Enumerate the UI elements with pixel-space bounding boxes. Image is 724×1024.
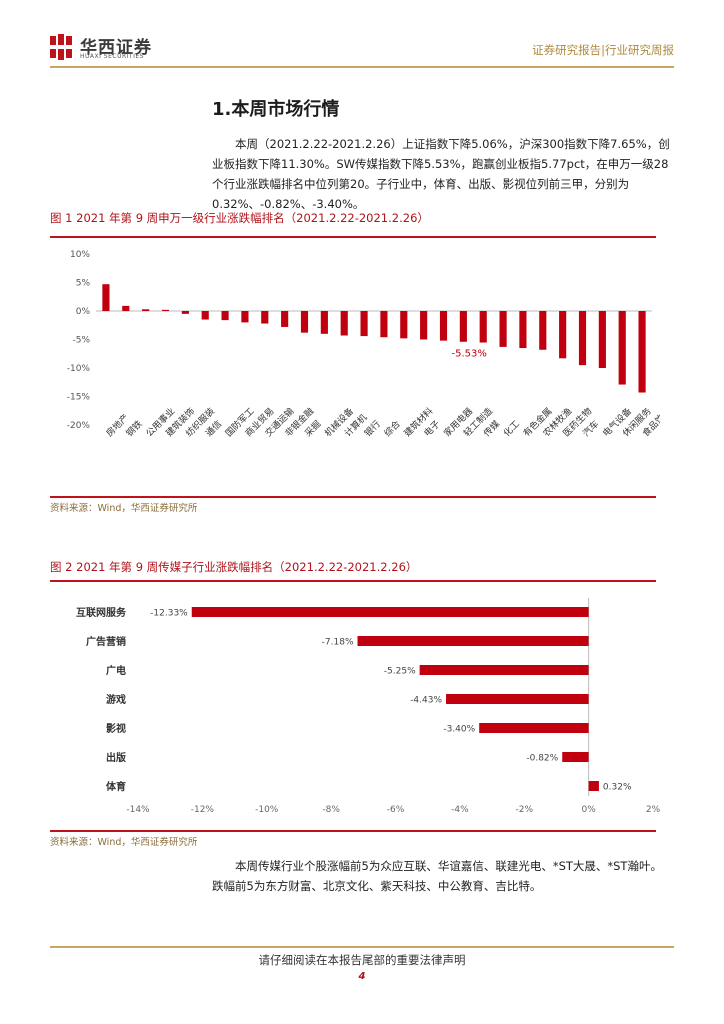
x-tick-label: -10%	[255, 805, 279, 815]
bar-汽车	[578, 311, 587, 366]
category-label: 体育	[106, 780, 126, 793]
bar-纺织服装	[181, 311, 189, 314]
data-label: -4.43%	[410, 696, 442, 706]
category-label: 广电	[106, 664, 126, 677]
data-label: -7.18%	[322, 638, 354, 648]
y-tick-label: -20%	[67, 421, 91, 431]
y-tick-label: 5%	[76, 279, 91, 289]
bar-广告营销	[357, 636, 589, 646]
bar-传媒	[479, 311, 487, 343]
bar-影视	[479, 723, 589, 733]
data-label: -3.40%	[443, 725, 475, 735]
bar-建筑材料	[400, 311, 408, 339]
data-label: -12.33%	[150, 609, 188, 619]
bar-交通运输	[261, 311, 269, 324]
section-title: 1.本周市场行情	[212, 99, 340, 120]
bar-广电	[419, 665, 589, 675]
figure1-bottom-rule	[50, 496, 656, 498]
data-label: -0.82%	[526, 754, 558, 764]
category-label: 互联网服务	[76, 606, 127, 619]
market-summary-paragraph: 本周（2021.2.22-2021.2.26）上证指数下降5.06%，沪深300…	[212, 137, 670, 211]
huaxi-logo-icon	[50, 34, 72, 60]
stock-movers-paragraph: 本周传媒行业个股涨幅前5为众应互联、华谊嘉信、联建光电、*ST大晟、*ST瀚叶。…	[212, 859, 662, 893]
bar-综合	[380, 311, 388, 338]
bar-房地产	[102, 284, 110, 311]
report-type-label: 证券研究报告|行业研究周报	[532, 43, 674, 57]
bar-计算机	[340, 311, 348, 336]
logo-text-cn: 华西证券	[80, 38, 152, 58]
figure2-top-rule	[50, 580, 656, 582]
figure2-source: 资料来源：Wind，华西证券研究所	[50, 837, 198, 848]
bar-化工	[499, 311, 507, 347]
media-subindustry-chart: 互联网服务 -12.33% 广告营销 -7.18% 广电 -5.25% 游戏 -4.43% 影视…	[76, 598, 660, 815]
bar-国防军工	[221, 311, 229, 321]
bar-出版	[562, 752, 589, 762]
x-tick-label: -12%	[191, 805, 215, 815]
bar-农林牧渔	[539, 311, 547, 350]
bar-采掘	[300, 311, 309, 333]
category-label: 广告营销	[86, 635, 126, 648]
y-tick-label: -10%	[67, 364, 91, 374]
data-label: 0.32%	[603, 783, 632, 793]
bar-电气设备	[598, 311, 606, 368]
y-tick-label: 10%	[70, 250, 90, 260]
y-tick-label: -5%	[72, 336, 90, 346]
bar-机械设备	[320, 311, 328, 334]
bar-钢铁	[122, 305, 130, 311]
category-label: 出版	[106, 751, 126, 764]
x-tick-label: -4%	[451, 805, 469, 815]
bar-非银金融	[281, 311, 289, 327]
x-tick-label: -14%	[126, 805, 150, 815]
footer-divider	[50, 946, 674, 948]
figure2-bottom-rule	[50, 830, 656, 832]
bar-银行	[360, 311, 368, 337]
bar-商业贸易	[241, 311, 249, 323]
figure1-source: 资料来源：Wind，华西证券研究所	[50, 503, 198, 514]
x-tick-label: -8%	[322, 805, 340, 815]
bar-轻工制造	[459, 311, 467, 342]
x-tick-label: 2%	[646, 805, 660, 815]
header-divider	[50, 66, 674, 68]
bar-通信	[201, 311, 209, 320]
x-tick-label: -6%	[387, 805, 405, 815]
bar-互联网服务	[191, 607, 589, 617]
figure2-title: 图 2 2021 年第 9 周传媒子行业涨跌幅排名（2021.2.22-2021…	[50, 560, 418, 574]
page-number: 4	[358, 971, 366, 982]
bar-家用电器	[439, 311, 448, 341]
y-tick-label: 0%	[76, 307, 91, 317]
logo-text-en: HUAXI SECURITIES	[80, 53, 144, 60]
y-tick-label: -15%	[67, 393, 91, 403]
figure1-top-rule	[50, 236, 656, 238]
category-label: 化工	[501, 418, 522, 439]
bar-建筑装饰	[161, 309, 170, 311]
x-tick-label: -2%	[515, 805, 533, 815]
bar-公用事业	[142, 309, 150, 311]
bar-游戏	[446, 694, 589, 704]
category-label: 影视	[106, 722, 126, 735]
bar-体育	[588, 781, 599, 791]
category-label: 游戏	[106, 693, 126, 706]
bar-休闲服务	[618, 311, 626, 385]
bar-医药生物	[559, 311, 567, 359]
category-label: 综合	[382, 418, 403, 439]
bar-电子	[420, 311, 428, 340]
legal-notice: 请仔细阅读在本报告尾部的重要法律声明	[258, 953, 466, 967]
bar-食品饮料	[638, 311, 646, 393]
data-label: -5.25%	[384, 667, 416, 677]
bar-有色金属	[519, 311, 527, 349]
x-tick-label: 0%	[581, 805, 596, 815]
figure1-title: 图 1 2021 年第 9 周申万一级行业涨跌幅排名（2021.2.22-202…	[50, 211, 429, 225]
media-data-label: -5.53%	[452, 349, 487, 360]
